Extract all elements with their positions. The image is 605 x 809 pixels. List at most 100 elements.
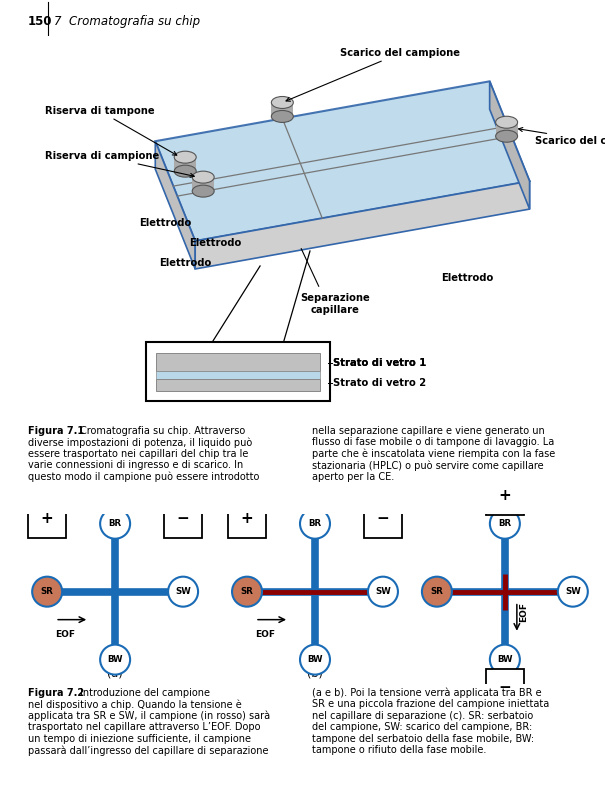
Polygon shape <box>174 157 196 172</box>
Ellipse shape <box>192 185 214 197</box>
Text: tampone o rifiuto della fase mobile.: tampone o rifiuto della fase mobile. <box>312 745 486 756</box>
Text: Figura 7.2: Figura 7.2 <box>28 688 84 697</box>
Text: aperto per la CE.: aperto per la CE. <box>312 472 394 481</box>
Text: 7  Cromatografia su chip: 7 Cromatografia su chip <box>54 15 200 28</box>
Text: SR: SR <box>41 587 54 596</box>
Bar <box>156 353 320 371</box>
Text: trasportato nel capillare attraverso L’EOF. Dopo: trasportato nel capillare attraverso L’E… <box>28 722 261 732</box>
Text: Strato di vetro 1: Strato di vetro 1 <box>328 358 427 368</box>
Text: BR: BR <box>108 519 122 528</box>
Text: +: + <box>499 488 511 503</box>
Text: nella separazione capillare e viene generato un: nella separazione capillare e viene gene… <box>312 426 544 436</box>
Text: Separazione
capillare: Separazione capillare <box>300 293 370 315</box>
FancyBboxPatch shape <box>28 500 66 538</box>
Text: del campione, SW: scarico del campione, BR:: del campione, SW: scarico del campione, … <box>312 722 532 732</box>
Circle shape <box>490 645 520 675</box>
Text: Elettrodo: Elettrodo <box>442 273 494 283</box>
Text: essere trasportato nei capillari del chip tra le: essere trasportato nei capillari del chi… <box>28 449 249 459</box>
Polygon shape <box>489 82 529 209</box>
Circle shape <box>232 577 262 607</box>
Polygon shape <box>495 122 518 136</box>
Circle shape <box>100 509 130 539</box>
FancyBboxPatch shape <box>486 668 524 706</box>
Text: EOF: EOF <box>55 629 75 638</box>
Text: SW: SW <box>375 587 391 596</box>
Ellipse shape <box>174 151 196 163</box>
Text: nel capillare di separazione (c). SR: serbatoio: nel capillare di separazione (c). SR: se… <box>312 710 533 721</box>
Text: tampone del serbatoio della fase mobile, BW:: tampone del serbatoio della fase mobile,… <box>312 734 534 743</box>
Text: −: − <box>499 680 511 695</box>
Ellipse shape <box>174 165 196 177</box>
Text: BW: BW <box>497 655 512 664</box>
Text: BR: BR <box>309 519 321 528</box>
Bar <box>156 371 320 379</box>
Text: Elettrodo: Elettrodo <box>189 238 241 248</box>
Text: Riserva di campione: Riserva di campione <box>45 151 194 177</box>
Text: Elettrodo: Elettrodo <box>159 258 211 268</box>
FancyBboxPatch shape <box>486 477 524 515</box>
Text: nel dispositivo a chip. Quando la tensione è: nel dispositivo a chip. Quando la tensio… <box>28 699 242 709</box>
Polygon shape <box>195 181 529 269</box>
FancyBboxPatch shape <box>146 342 330 400</box>
Circle shape <box>558 577 588 607</box>
Text: varie connessioni di ingresso e di scarico. In: varie connessioni di ingresso e di scari… <box>28 460 243 470</box>
Text: questo modo il campione può essere introdotto: questo modo il campione può essere intro… <box>28 472 260 482</box>
Ellipse shape <box>192 172 214 183</box>
Text: (c): (c) <box>497 668 512 679</box>
Polygon shape <box>155 82 529 241</box>
Text: −: − <box>376 511 390 526</box>
Text: +: + <box>241 511 253 526</box>
FancyBboxPatch shape <box>364 500 402 538</box>
Ellipse shape <box>495 130 518 142</box>
Polygon shape <box>155 142 195 269</box>
Text: Elettrodo: Elettrodo <box>139 218 191 228</box>
Ellipse shape <box>272 111 293 122</box>
Circle shape <box>490 509 520 539</box>
Text: Figura 7.1: Figura 7.1 <box>28 426 84 436</box>
Text: stazionaria (HPLC) o può servire come capillare: stazionaria (HPLC) o può servire come ca… <box>312 460 544 471</box>
FancyBboxPatch shape <box>164 500 202 538</box>
Text: un tempo di iniezione sufficiente, il campione: un tempo di iniezione sufficiente, il ca… <box>28 734 251 743</box>
Circle shape <box>422 577 452 607</box>
Text: SW: SW <box>175 587 191 596</box>
Text: +: + <box>41 511 53 526</box>
Circle shape <box>300 645 330 675</box>
Text: Introduzione del campione: Introduzione del campione <box>80 688 210 697</box>
Polygon shape <box>192 177 214 191</box>
Text: applicata tra SR e SW, il campione (in rosso) sarà: applicata tra SR e SW, il campione (in r… <box>28 710 270 721</box>
Text: passarà dall’ingresso del capillare di separazione: passarà dall’ingresso del capillare di s… <box>28 745 269 756</box>
Text: flusso di fase mobile o di tampone di lavaggio. La: flusso di fase mobile o di tampone di la… <box>312 437 554 447</box>
Text: SR e una piccola frazione del campione iniettata: SR e una piccola frazione del campione i… <box>312 699 549 709</box>
Text: Scarico del campione: Scarico del campione <box>518 128 605 146</box>
Text: SR: SR <box>431 587 443 596</box>
Text: (b): (b) <box>307 668 323 679</box>
Text: −: − <box>177 511 189 526</box>
Text: diverse impostazioni di potenza, il liquido può: diverse impostazioni di potenza, il liqu… <box>28 437 252 447</box>
Text: BW: BW <box>307 655 322 664</box>
Text: EOF: EOF <box>519 602 528 621</box>
Text: EOF: EOF <box>255 629 275 638</box>
Bar <box>156 379 320 391</box>
Text: SR: SR <box>241 587 253 596</box>
Text: parte che è inscatolata viene riempita con la fase: parte che è inscatolata viene riempita c… <box>312 449 555 460</box>
Text: (a): (a) <box>107 668 123 679</box>
Text: BR: BR <box>499 519 511 528</box>
Text: 150: 150 <box>28 15 53 28</box>
Text: Cromatografia su chip. Attraverso: Cromatografia su chip. Attraverso <box>80 426 245 436</box>
FancyBboxPatch shape <box>228 500 266 538</box>
Circle shape <box>300 509 330 539</box>
Circle shape <box>100 645 130 675</box>
Text: (a e b). Poi la tensione verrà applicata tra BR e: (a e b). Poi la tensione verrà applicata… <box>312 688 541 698</box>
Text: Strato di vetro 1: Strato di vetro 1 <box>333 358 427 368</box>
Text: Strato di vetro 2: Strato di vetro 2 <box>333 378 426 388</box>
Polygon shape <box>272 103 293 116</box>
Ellipse shape <box>272 96 293 108</box>
Ellipse shape <box>495 116 518 129</box>
Text: Riserva di tampone: Riserva di tampone <box>45 106 177 155</box>
Text: SW: SW <box>565 587 581 596</box>
Circle shape <box>368 577 398 607</box>
Text: Scarico del campione: Scarico del campione <box>286 49 460 101</box>
Circle shape <box>32 577 62 607</box>
Circle shape <box>168 577 198 607</box>
Text: BW: BW <box>107 655 123 664</box>
